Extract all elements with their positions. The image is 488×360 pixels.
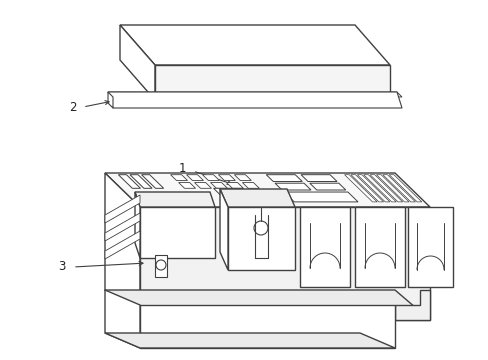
Polygon shape [108,92,401,97]
Text: 2: 2 [69,100,77,113]
Polygon shape [354,207,404,287]
Polygon shape [369,175,402,202]
Polygon shape [170,175,187,180]
Polygon shape [301,175,336,181]
Polygon shape [350,175,383,202]
Polygon shape [376,175,408,202]
Polygon shape [140,207,215,258]
Polygon shape [120,25,155,100]
Polygon shape [105,173,429,207]
Polygon shape [344,175,376,202]
Polygon shape [105,290,140,348]
Polygon shape [226,183,243,188]
Polygon shape [105,213,140,241]
Text: 1: 1 [178,162,185,175]
Polygon shape [309,183,345,190]
Polygon shape [220,189,294,207]
Polygon shape [227,207,294,270]
Polygon shape [115,98,396,103]
Polygon shape [155,65,389,100]
Polygon shape [382,175,415,202]
Polygon shape [284,192,357,202]
Polygon shape [140,207,429,320]
Polygon shape [242,183,259,188]
Polygon shape [135,192,215,207]
Polygon shape [108,92,113,108]
Polygon shape [135,192,140,258]
Polygon shape [105,173,140,320]
Polygon shape [265,175,302,181]
Polygon shape [363,175,395,202]
Polygon shape [299,207,349,287]
Polygon shape [407,207,452,287]
Polygon shape [218,175,235,180]
Polygon shape [394,290,429,320]
Text: 3: 3 [58,261,65,274]
Polygon shape [194,183,211,188]
Polygon shape [105,333,394,348]
Polygon shape [186,175,203,180]
Polygon shape [140,305,394,348]
Polygon shape [221,190,247,198]
Polygon shape [155,255,167,277]
Polygon shape [178,183,195,188]
Polygon shape [357,175,389,202]
Polygon shape [118,175,140,188]
Polygon shape [105,231,140,259]
Polygon shape [220,189,227,270]
Polygon shape [130,175,152,188]
Polygon shape [202,175,219,180]
Polygon shape [105,290,429,320]
Polygon shape [274,183,310,190]
Polygon shape [141,175,163,188]
Polygon shape [234,175,251,180]
Polygon shape [120,25,389,65]
Polygon shape [213,188,254,200]
Polygon shape [388,175,421,202]
Polygon shape [108,92,401,108]
Polygon shape [105,195,140,223]
Polygon shape [210,183,227,188]
